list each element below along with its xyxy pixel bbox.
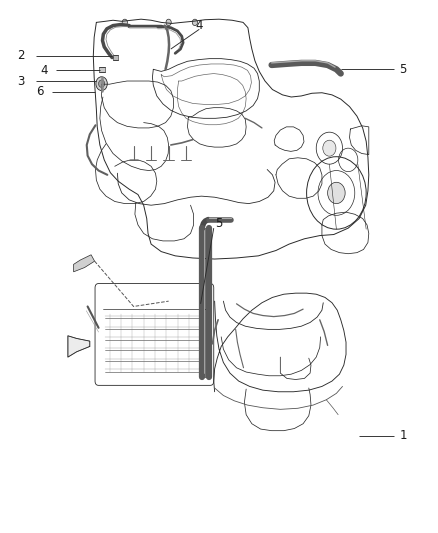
Circle shape xyxy=(192,19,198,26)
Text: 1: 1 xyxy=(399,430,407,442)
Bar xyxy=(99,67,105,72)
Circle shape xyxy=(328,182,345,204)
Circle shape xyxy=(323,140,336,156)
Text: 5: 5 xyxy=(215,217,223,230)
Text: 2: 2 xyxy=(17,50,25,62)
Polygon shape xyxy=(74,255,95,272)
Circle shape xyxy=(166,19,171,26)
Text: 4: 4 xyxy=(195,19,203,32)
Polygon shape xyxy=(202,228,209,377)
Text: 5: 5 xyxy=(399,63,406,76)
Circle shape xyxy=(122,19,127,26)
Text: 6: 6 xyxy=(35,85,43,98)
Bar xyxy=(113,55,118,60)
Text: 3: 3 xyxy=(18,75,25,87)
Text: 4: 4 xyxy=(40,64,48,77)
Circle shape xyxy=(99,80,105,87)
Circle shape xyxy=(96,77,107,91)
Polygon shape xyxy=(68,336,90,357)
